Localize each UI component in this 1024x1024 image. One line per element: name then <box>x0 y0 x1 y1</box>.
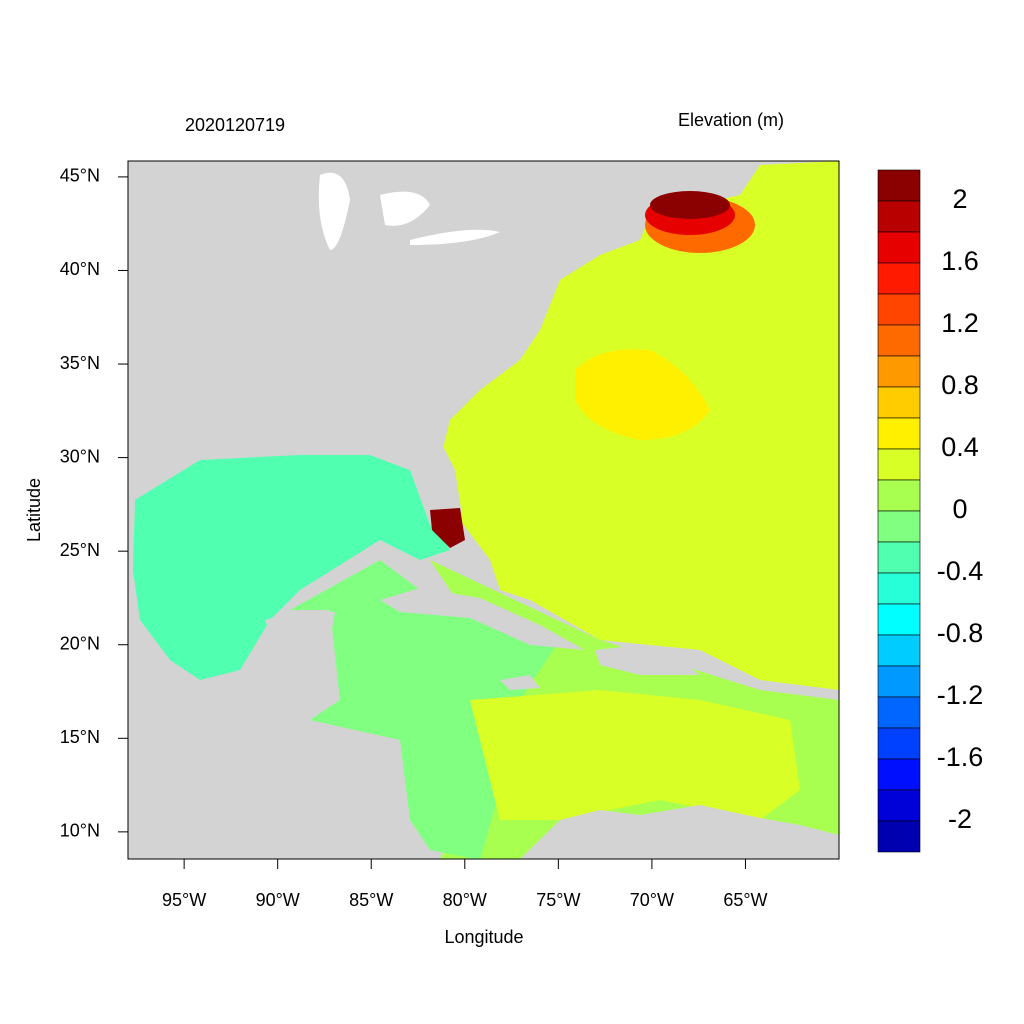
y-tick-label: 25°N <box>60 540 100 560</box>
gulf-of-mexico <box>133 455 450 680</box>
x-tick-label: 85°W <box>349 890 393 910</box>
colorbar-label: 0.8 <box>941 370 979 400</box>
colorbar-label: 1.2 <box>941 308 979 338</box>
colorbar-box <box>877 634 921 667</box>
colorbar-box <box>877 758 921 791</box>
colorbar-box <box>877 479 921 512</box>
hispaniola <box>595 645 700 675</box>
colorbar-box <box>877 789 921 822</box>
colorbar-box <box>877 169 921 202</box>
colorbar-box <box>877 727 921 760</box>
legend-title: Elevation (m) <box>678 110 784 130</box>
colorbar-label: -1.6 <box>937 742 984 772</box>
y-tick-label: 10°N <box>60 821 100 841</box>
x-tick-label: 80°W <box>443 890 487 910</box>
x-tick-label: 90°W <box>256 890 300 910</box>
colorbar-label: 2 <box>952 184 967 214</box>
y-tick-label: 15°N <box>60 727 100 747</box>
colorbar-box <box>877 386 921 419</box>
colorbar-box <box>877 293 921 326</box>
colorbar-label: -1.2 <box>937 680 984 710</box>
y-tick-label: 40°N <box>60 259 100 279</box>
colorbar-box <box>877 572 921 605</box>
x-tick-label: 65°W <box>723 890 767 910</box>
colorbar-label: -2 <box>948 804 972 834</box>
map-title: 2020120719 <box>185 115 285 135</box>
great-lakes <box>318 172 500 250</box>
y-tick-label: 35°N <box>60 353 100 373</box>
colorbar-box <box>877 696 921 729</box>
colorbar-label: -0.8 <box>937 618 984 648</box>
colorbar-box <box>877 820 921 853</box>
y-tick-label: 45°N <box>60 166 100 186</box>
colorbar-box <box>877 324 921 357</box>
gulf-of-maine-surge <box>650 191 730 219</box>
colorbar-label: 0 <box>952 494 967 524</box>
colorbar-box <box>877 231 921 264</box>
colorbar-box <box>877 355 921 388</box>
colorbar-box <box>877 541 921 574</box>
x-tick-label: 95°W <box>162 890 206 910</box>
colorbar-box <box>877 510 921 543</box>
yucatan <box>265 610 335 700</box>
south-america <box>520 805 839 859</box>
cuba <box>380 588 585 650</box>
colorbar-box <box>877 200 921 233</box>
y-axis-label: Latitude <box>24 478 44 542</box>
jamaica <box>500 675 540 690</box>
atlantic-south <box>470 690 800 820</box>
plot-frame <box>127 160 840 860</box>
colorbar-box <box>877 262 921 295</box>
colorbar-box <box>877 417 921 450</box>
x-tick-label: 70°W <box>630 890 674 910</box>
x-tick-label: 75°W <box>536 890 580 910</box>
map-area <box>128 161 839 859</box>
y-tick-label: 30°N <box>60 446 100 466</box>
warm-patch <box>575 349 710 440</box>
colorbar-label: 0.4 <box>941 432 979 462</box>
x-axis-label: Longitude <box>444 927 523 947</box>
colorbar-label: 1.6 <box>941 246 979 276</box>
colorbar-box <box>877 448 921 481</box>
y-tick-label: 20°N <box>60 633 100 653</box>
colorbar-label: -0.4 <box>937 556 984 586</box>
south-florida-surge <box>430 508 465 548</box>
colorbar-box <box>877 603 921 636</box>
colorbar-box <box>877 665 921 698</box>
